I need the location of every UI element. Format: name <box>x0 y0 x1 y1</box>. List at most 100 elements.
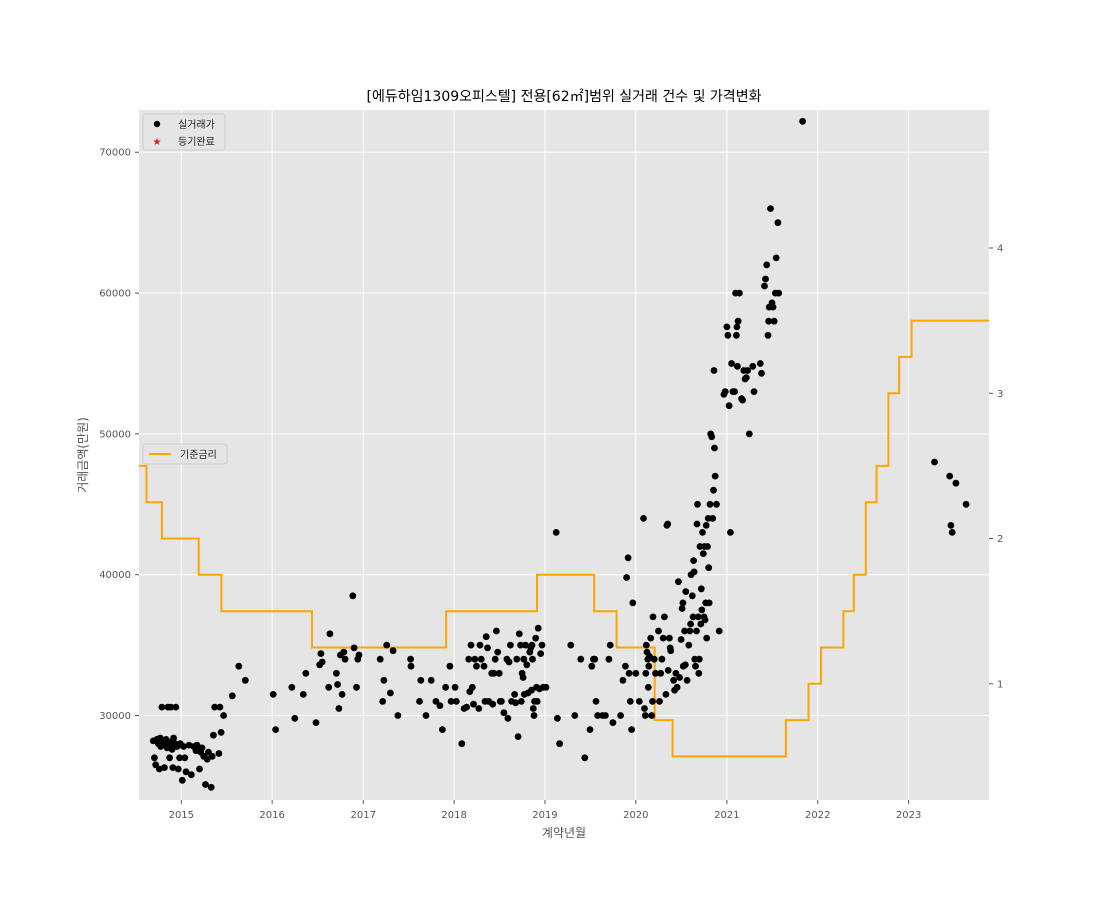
trade-point <box>641 712 649 719</box>
trade-point <box>588 662 596 670</box>
trade-point <box>355 651 363 659</box>
trade-point <box>728 360 735 367</box>
trade-point <box>699 529 706 536</box>
trade-point <box>758 369 765 377</box>
trade-point <box>442 683 449 691</box>
x-tick-label: 2022 <box>805 810 830 821</box>
trade-point <box>650 655 658 663</box>
trade-point <box>683 676 691 684</box>
trade-point <box>500 709 508 717</box>
trade-point <box>775 289 783 297</box>
trade-point <box>799 117 806 125</box>
trade-point <box>158 703 166 711</box>
trade-point <box>534 624 542 632</box>
trade-point <box>556 740 563 748</box>
trade-point <box>167 703 175 711</box>
trade-point <box>952 479 960 487</box>
trade-point <box>655 627 662 635</box>
trade-point <box>407 655 414 663</box>
trade-point <box>513 655 521 663</box>
x-tick-label: 2023 <box>896 810 921 821</box>
trade-point <box>697 585 705 593</box>
trade-point <box>725 402 733 410</box>
trade-point <box>697 620 705 628</box>
trade-point <box>376 655 384 663</box>
trade-point <box>198 744 206 752</box>
trade-point <box>463 703 470 711</box>
trade-point <box>417 676 425 684</box>
trade-point <box>228 692 236 700</box>
trade-point <box>571 712 579 719</box>
x-axis-ticks: 2015 2016 2017 2018 2019 2020 2021 2022 2023 <box>169 800 921 821</box>
trade-point <box>452 698 460 705</box>
trade-point <box>649 698 656 705</box>
trade-point <box>484 644 491 652</box>
trade-point <box>235 662 243 670</box>
trade-point <box>733 323 741 331</box>
trade-point <box>216 703 224 711</box>
trade-point <box>515 630 523 638</box>
trade-point <box>690 557 697 564</box>
trade-point <box>465 655 473 663</box>
trade-point <box>698 606 706 614</box>
trade-point <box>468 683 476 691</box>
trade-point <box>692 662 699 670</box>
trade-point <box>772 254 780 262</box>
trade-point <box>642 641 650 649</box>
trade-point <box>675 578 682 586</box>
x-tick-label: 2017 <box>351 810 376 821</box>
trade-point <box>948 529 956 536</box>
trade-point <box>495 669 503 677</box>
trade-point <box>770 317 778 325</box>
trade-point <box>389 647 397 655</box>
trade-point <box>493 627 500 635</box>
trade-point <box>635 698 643 705</box>
trade-point <box>302 669 310 677</box>
trade-point <box>739 396 746 404</box>
trade-point <box>349 592 357 600</box>
trade-point <box>432 698 440 705</box>
trade-point <box>512 699 519 707</box>
y-tick-label: 30000 <box>99 711 131 722</box>
trade-point <box>931 458 938 466</box>
y2-axis-ticks: 1 2 3 4 <box>989 244 1003 690</box>
trade-point <box>477 655 485 663</box>
trade-point <box>769 303 777 311</box>
trade-point <box>317 650 325 657</box>
trade-point <box>439 726 446 733</box>
trade-point <box>383 641 391 649</box>
trade-point <box>533 698 541 705</box>
trade-point <box>761 282 768 290</box>
trade-point <box>693 627 700 635</box>
trade-point <box>678 605 686 612</box>
trade-point <box>750 388 758 395</box>
trade-point <box>480 662 488 670</box>
trade-point <box>605 655 613 663</box>
trade-point <box>711 444 718 452</box>
trade-point <box>350 644 358 652</box>
trade-point <box>658 655 666 663</box>
trade-point <box>272 726 279 733</box>
trade-point <box>458 740 466 748</box>
trade-point <box>491 655 499 663</box>
trade-point <box>505 658 513 666</box>
trade-point <box>333 669 340 677</box>
trade-point <box>715 627 723 635</box>
y2-tick-label: 4 <box>997 244 1003 255</box>
trade-point <box>695 669 703 677</box>
trade-point <box>451 683 459 691</box>
trade-point <box>338 691 346 698</box>
trade-point <box>962 500 970 508</box>
trade-point <box>299 691 307 698</box>
trade-point <box>641 705 648 712</box>
trade-point <box>681 661 689 669</box>
trade-point <box>217 729 225 736</box>
trade-point <box>447 698 455 705</box>
trade-point <box>538 641 546 649</box>
trade-point <box>626 698 634 705</box>
trade-point <box>662 691 670 698</box>
trade-point <box>312 719 320 726</box>
trade-point <box>657 669 665 677</box>
trade-point <box>241 676 249 684</box>
trade-point <box>215 750 223 757</box>
